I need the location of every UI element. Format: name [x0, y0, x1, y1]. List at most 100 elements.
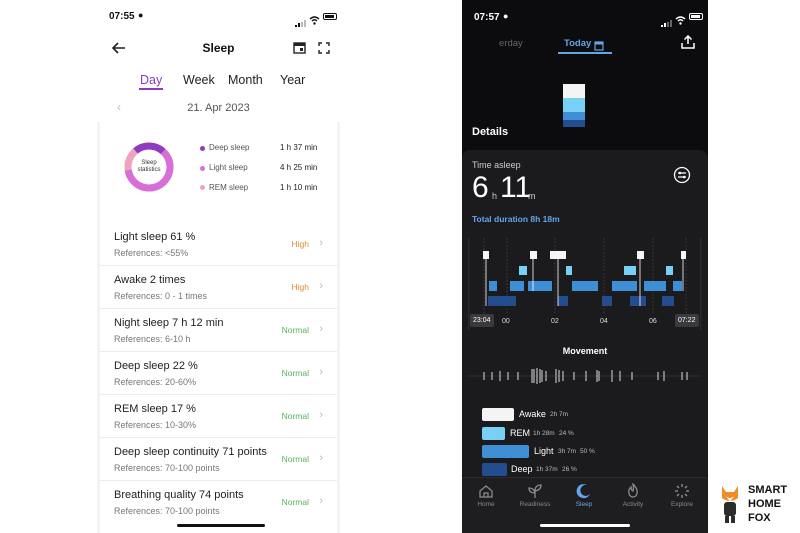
chevron-right-icon: › — [319, 366, 323, 378]
tab-year[interactable]: Year — [280, 73, 306, 87]
legend-value: 1 h 37 min — [280, 143, 318, 152]
nav-explore[interactable] — [662, 480, 702, 520]
row-title: Breathing quality 74 points — [114, 489, 244, 501]
share-icon[interactable] — [681, 34, 695, 54]
row-reference: References: <55% — [114, 248, 189, 258]
stage-swatch — [482, 427, 505, 440]
sleep-hypnogram — [468, 238, 702, 330]
wifi-icon — [309, 12, 320, 25]
list-item[interactable]: Light sleep 61 % References: <55% High › — [100, 223, 337, 266]
row-title: REM sleep 17 % — [114, 403, 196, 415]
status-badge: Normal — [281, 497, 309, 507]
list-item[interactable]: Night sleep 7 h 12 min References: 6-10 … — [100, 309, 337, 352]
nav-activity[interactable] — [613, 480, 653, 520]
stage-duration: 3h 7m — [558, 448, 577, 455]
stage-duration: 1h 28m — [533, 430, 555, 437]
status-badge: High — [291, 282, 309, 292]
tab-month[interactable]: Month — [228, 73, 263, 87]
adjust-icon[interactable] — [673, 166, 691, 189]
legend-label: Deep sleep — [209, 143, 250, 152]
row-title: Light sleep 61 % — [114, 231, 196, 243]
tick-label: 02 — [551, 318, 559, 325]
nav-readiness[interactable] — [515, 480, 555, 520]
row-title: Night sleep 7 h 12 min — [114, 317, 224, 329]
end-time: 07:22 — [675, 314, 699, 327]
stage-swatch — [482, 408, 514, 421]
stage-name: Deep — [511, 464, 533, 474]
logo-word: SMART — [748, 484, 788, 496]
date-label: 21. Apr 2023 — [187, 102, 250, 114]
hypnogram-bar-awake — [563, 84, 585, 98]
rem-segments — [519, 266, 673, 275]
tab-yesterday[interactable]: erday — [499, 38, 523, 49]
back-arrow-icon[interactable] — [111, 41, 126, 59]
hypnogram-bar-deep — [563, 120, 585, 127]
list-item[interactable]: Deep sleep continuity 71 points Referenc… — [100, 438, 337, 481]
sleep-donut-chart — [124, 142, 174, 192]
legend-label: REM sleep — [209, 183, 249, 192]
legend-dot — [200, 185, 205, 190]
row-reference: References: 20-60% — [114, 377, 197, 387]
stage-name: REM — [510, 428, 530, 438]
list-item[interactable]: Deep sleep 22 % References: 20-60% Norma… — [100, 352, 337, 395]
smart-home-fox-logo: SMART HOME FOX — [716, 482, 800, 528]
chevron-right-icon: › — [319, 409, 323, 421]
page-title: Sleep — [202, 41, 235, 55]
list-item[interactable]: Awake 2 times References: 0 - 1 times Hi… — [100, 266, 337, 309]
left-phone: 07:55 ● Sleep Day Week Month Year ‹ 21. … — [97, 0, 340, 533]
tab-day[interactable]: Day — [140, 73, 163, 87]
tick-label: 00 — [502, 318, 510, 325]
person-icon: ● — [503, 11, 509, 21]
battery-icon — [689, 13, 703, 20]
stage-swatch — [482, 463, 507, 476]
expand-icon[interactable] — [318, 41, 330, 59]
stage-name: Awake — [519, 409, 546, 419]
nav-label-activity: Activity — [622, 501, 644, 508]
battery-icon — [323, 13, 337, 20]
signal-icon — [295, 14, 307, 27]
moon-icon — [576, 484, 590, 499]
hypnogram-bar-rem — [563, 98, 585, 112]
sleep-statistics-card: Sleep statistics Deep sleep 1 h 37 min L… — [100, 122, 337, 223]
status-badge: High — [291, 239, 309, 249]
start-time: 23:04 — [470, 314, 494, 327]
row-reference: References: 10-30% — [114, 420, 197, 430]
fox-mascot-icon — [722, 486, 738, 523]
tab-today[interactable]: Today — [564, 38, 592, 49]
details-heading: Details — [472, 126, 509, 138]
home-icon — [479, 485, 493, 498]
status-bar: 07:55 ● — [97, 0, 340, 32]
nav-home[interactable] — [466, 480, 506, 520]
sprout-icon — [528, 484, 542, 498]
hours-unit: h — [492, 191, 498, 201]
chevron-right-icon: › — [319, 280, 323, 292]
row-title: Deep sleep 22 % — [114, 360, 198, 372]
stage-name: Light — [534, 446, 554, 456]
status-time: 07:57 — [474, 12, 500, 23]
calendar-icon[interactable] — [293, 41, 306, 59]
nav-sleep[interactable] — [564, 480, 604, 520]
status-badge: Normal — [281, 454, 309, 464]
list-item[interactable]: REM sleep 17 % References: 10-30% Normal… — [100, 395, 337, 438]
chevron-right-icon: › — [319, 452, 323, 464]
row-reference: References: 6-10 h — [114, 334, 191, 344]
deep-segments — [488, 296, 674, 306]
awake-segments — [483, 251, 686, 259]
prev-date-chevron-icon[interactable]: ‹ — [117, 100, 121, 114]
legend-dot — [200, 166, 205, 171]
time-asleep-label: Time asleep — [472, 160, 521, 170]
row-title: Deep sleep continuity 71 points — [114, 446, 267, 458]
home-indicator — [177, 524, 265, 527]
header: Sleep — [97, 32, 340, 122]
minutes-unit: m — [528, 191, 536, 201]
chevron-right-icon: › — [319, 323, 323, 335]
chevron-right-icon: › — [319, 237, 323, 249]
tab-week[interactable]: Week — [183, 73, 215, 87]
nav-label-home: Home — [477, 501, 495, 508]
light-segments — [489, 281, 682, 291]
movement-label: Movement — [562, 346, 608, 356]
calendar-icon[interactable] — [594, 38, 604, 56]
bottom-nav — [462, 477, 708, 533]
row-reference: References: 0 - 1 times — [114, 291, 208, 301]
wifi-icon — [675, 12, 686, 30]
